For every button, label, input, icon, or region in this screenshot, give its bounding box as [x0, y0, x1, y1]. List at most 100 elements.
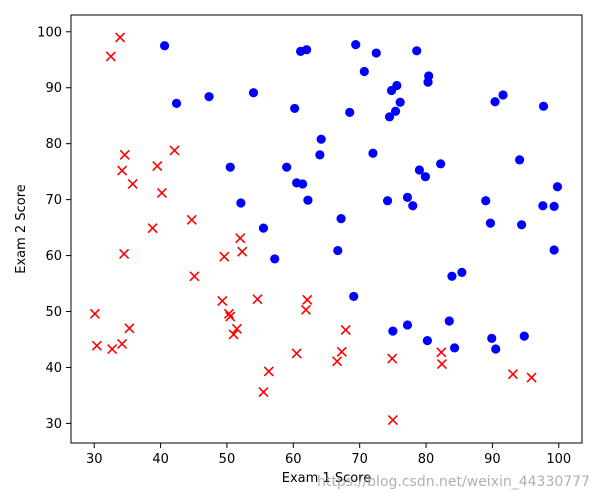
admitted-point [258, 223, 269, 233]
admitted-point [315, 150, 325, 160]
not-admitted-point [332, 356, 343, 367]
data-points [89, 32, 563, 426]
y-tick-label: 90 [45, 81, 62, 96]
not-admitted-point [258, 387, 269, 398]
y-tick-label: 30 [45, 417, 62, 432]
admitted-point [549, 245, 559, 255]
admitted-point [538, 101, 549, 111]
admitted-point [368, 148, 378, 158]
watermark: https://blog.csdn.net/weixin_44330777 [316, 474, 590, 490]
x-tick-label: 80 [418, 452, 435, 467]
x-tick-label: 40 [152, 452, 169, 467]
not-admitted-point [252, 294, 263, 305]
y-tick-label: 100 [37, 25, 62, 40]
not-admitted-point [302, 294, 313, 305]
not-admitted-point [228, 329, 239, 340]
not-admitted-point [89, 308, 100, 319]
not-admitted-point [91, 340, 102, 351]
not-admitted-point [117, 165, 128, 176]
not-admitted-point [507, 369, 519, 380]
not-admitted-point [526, 372, 537, 383]
admitted-point [395, 97, 405, 107]
not-admitted-point [115, 32, 126, 43]
y-axis-label: Exam 2 Score [14, 184, 29, 273]
not-admitted-point [387, 414, 398, 426]
x-tick-label: 70 [351, 452, 368, 467]
admitted-point [449, 343, 460, 353]
x-tick-label: 60 [285, 452, 302, 467]
not-admitted-point [223, 308, 235, 319]
admitted-point [552, 182, 563, 192]
plot-frame [70, 14, 583, 444]
y-tick-label: 70 [45, 193, 62, 208]
not-admitted-point [147, 223, 158, 234]
not-admitted-point [189, 271, 200, 282]
admitted-point [351, 40, 361, 50]
admitted-point [336, 214, 346, 224]
not-admitted-point [340, 324, 351, 336]
x-axis-ticks: 30 40 50 60 70 80 90 100 [86, 443, 571, 467]
not-admitted-point [225, 311, 236, 322]
x-tick-label: 90 [484, 452, 501, 467]
x-axis-label: Exam 1 Score [282, 471, 371, 486]
admitted-point [498, 90, 508, 100]
admitted-point [359, 66, 369, 77]
admitted-point [225, 162, 235, 172]
not-admitted-point [219, 251, 230, 262]
admitted-point [301, 45, 312, 55]
admitted-point [236, 198, 246, 208]
not-admitted-point [107, 343, 118, 355]
y-axis-ticks: 30 40 50 60 70 80 90 100 [37, 25, 71, 432]
admitted-point [457, 267, 467, 277]
x-tick-label: 30 [86, 452, 103, 467]
not-admitted-point [105, 51, 116, 62]
admitted-point [248, 88, 259, 98]
admitted-point [549, 201, 559, 211]
admitted-point [402, 192, 413, 202]
not-admitted-point [436, 359, 448, 370]
y-tick-label: 40 [45, 361, 62, 376]
admitted-point [422, 336, 432, 346]
not-admitted-point [186, 214, 197, 225]
x-tick-label: 50 [219, 452, 236, 467]
not-admitted-point [231, 323, 242, 334]
admitted-point [204, 92, 214, 102]
not-admitted-point [156, 187, 167, 198]
admitted-point [408, 201, 418, 211]
admitted-point [159, 41, 170, 51]
not-admitted-point [387, 353, 398, 364]
admitted-point [282, 162, 292, 172]
admitted-point [436, 159, 446, 169]
admitted-point [444, 316, 454, 326]
y-tick-label: 60 [45, 249, 62, 264]
y-tick-label: 80 [45, 137, 62, 152]
not-admitted-point [237, 246, 248, 257]
not-admitted-point [117, 338, 128, 350]
not-admitted-point [127, 178, 138, 190]
not-admitted-point [119, 149, 130, 160]
not-admitted-point [336, 346, 347, 357]
admitted-point [384, 112, 395, 122]
admitted-point [414, 165, 425, 175]
admitted-point [303, 195, 313, 205]
admitted-point [390, 106, 401, 116]
admitted-point [388, 326, 398, 336]
admitted-point [412, 46, 422, 56]
admitted-point [382, 196, 393, 206]
admitted-point [171, 98, 182, 108]
admitted-point [420, 172, 430, 182]
not-admitted-point [152, 160, 163, 172]
admitted-point [447, 271, 457, 281]
admitted-point [490, 97, 500, 107]
not-admitted-point [169, 145, 180, 156]
admitted-point [517, 220, 527, 230]
admitted-point [519, 331, 529, 341]
admitted-point [538, 201, 548, 211]
not-admitted-point [217, 295, 228, 306]
not-admitted-point [119, 248, 130, 259]
admitted-point [316, 134, 326, 144]
admitted-point [515, 155, 525, 165]
not-admitted-point [300, 304, 311, 315]
admitted-point [487, 333, 497, 343]
